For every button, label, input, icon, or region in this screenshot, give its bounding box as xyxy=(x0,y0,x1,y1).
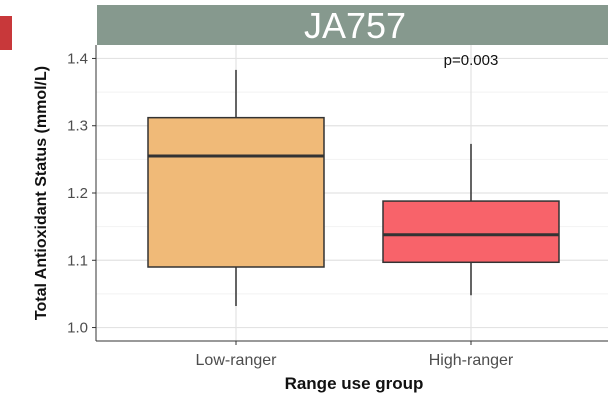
y-tick-label: 1.3 xyxy=(67,118,88,135)
x-tick-label: Low-ranger xyxy=(196,352,278,369)
y-tick-label: 1.1 xyxy=(67,252,88,269)
tick-labels: 1.0 1.1 1.2 1.3 1.4 Low-ranger High-ranger xyxy=(67,50,514,369)
y-tick-label: 1.4 xyxy=(67,50,88,67)
iqr-box xyxy=(147,116,325,268)
x-axis-label: Range use group xyxy=(285,374,424,393)
chart-title: JA757 xyxy=(304,5,406,46)
y-tick-label: 1.2 xyxy=(67,185,88,202)
y-tick-label: 1.0 xyxy=(67,320,88,337)
p-value-annotation: p=0.003 xyxy=(444,52,499,69)
title-banner xyxy=(97,5,608,45)
box-high-ranger xyxy=(382,143,560,296)
y-axis-label: Total Antioxidant Status (mmol/L) xyxy=(33,66,50,320)
x-tick-label: High-ranger xyxy=(429,352,514,369)
left-accent-bar xyxy=(0,16,12,50)
box-series xyxy=(147,69,560,307)
iqr-box xyxy=(382,200,560,264)
box-low-ranger xyxy=(147,69,325,307)
